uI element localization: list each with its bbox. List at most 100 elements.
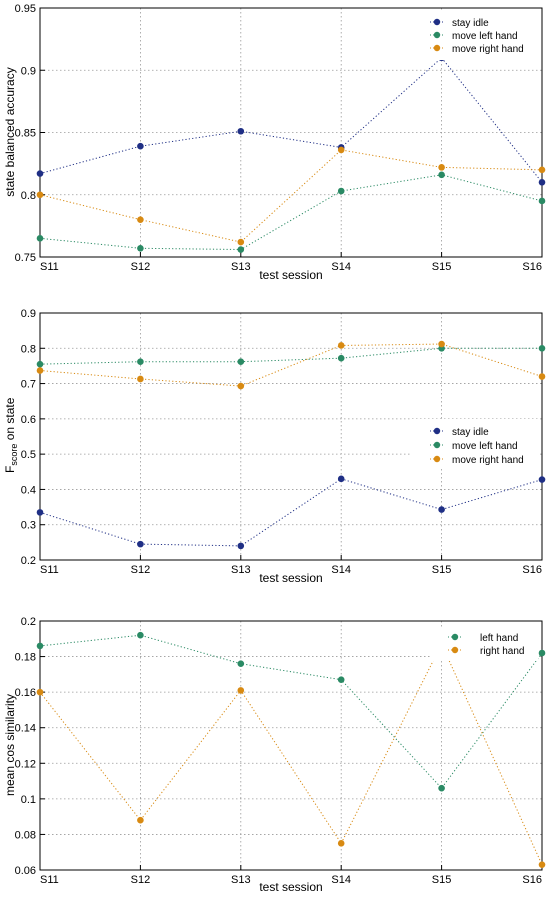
chart-2-point-move-right-hand-s15 xyxy=(438,340,445,348)
chart-1-legend-label-stay-idle: stay idle xyxy=(452,18,489,29)
chart-2-x-tick-label-s14: S14 xyxy=(331,564,351,576)
chart-2-y-tick-label: 0.6 xyxy=(21,414,36,426)
chart-3-legend-item-left-hand: left hand xyxy=(448,633,518,644)
chart-panel-1: S11 S12 S13 S14 S15 S16 0.75 0.8 0.85 0.9 0.95 tes… xyxy=(3,3,546,282)
chart-1-series xyxy=(36,54,546,253)
chart-1-point-move-right-hand-s15 xyxy=(438,164,445,171)
chart-3-y-tick-label: 0.12 xyxy=(15,758,36,770)
chart-3-point-left-hand-s14 xyxy=(337,676,345,683)
chart-2-grid xyxy=(40,313,542,560)
chart-2-point-stay-idle-s15 xyxy=(438,506,445,513)
chart-1-point-move-right-hand-s16 xyxy=(538,166,546,174)
chart-3-y-tick-label: 0.06 xyxy=(15,865,36,877)
chart-1-point-stay-idle-s16 xyxy=(538,179,546,186)
chart-1-point-move-left-hand-s16 xyxy=(538,197,546,205)
chart-3-x-tick-label-s13: S13 xyxy=(231,874,251,886)
chart-2-y-axis-label-subscript: score xyxy=(9,444,19,466)
chart-1-legend-item-stay-idle: stay idle xyxy=(430,18,489,29)
chart-1-point-move-right-hand-s12 xyxy=(137,216,144,223)
chart-2-y-tick-label: 0.2 xyxy=(21,555,36,567)
chart-2-y-tick-label: 0.9 xyxy=(21,308,36,320)
chart-2-point-move-left-hand-s12 xyxy=(137,358,144,365)
chart-1-point-move-right-hand-s11 xyxy=(36,191,44,199)
chart-3-x-tick-label-s11: S11 xyxy=(40,874,59,886)
chart-1-x-tick-label-s12: S12 xyxy=(131,261,151,273)
chart-2-x-axis-label: test session xyxy=(259,571,322,585)
chart-3-y-axis-label: mean cos similarity xyxy=(3,694,17,796)
chart-3-point-left-hand-s16 xyxy=(538,649,546,657)
chart-1-series-line-move-left-hand xyxy=(39,174,543,251)
chart-3-y-tick-label: 0.18 xyxy=(15,652,36,664)
chart-3-x-tick-label-s16: S16 xyxy=(522,874,542,886)
chart-3-y-tick-label: 0.14 xyxy=(15,723,36,735)
chart-2-point-move-left-hand-s11 xyxy=(36,360,44,368)
chart-3-x-tick-label-s14: S14 xyxy=(331,874,351,886)
chart-2-point-stay-idle-s12 xyxy=(137,540,144,548)
chart-3-axes-box xyxy=(39,620,543,871)
chart-2-x-tick-label-s15: S15 xyxy=(432,564,452,576)
chart-1-series-line-stay-idle xyxy=(39,57,543,183)
chart-2-y-tick-label: 0.4 xyxy=(21,484,36,496)
chart-3-y-tick-label: 0.08 xyxy=(15,829,36,841)
chart-2-point-move-left-hand-s13 xyxy=(237,358,245,365)
chart-3-y-tick-label: 0.16 xyxy=(15,687,36,699)
chart-3-point-right-hand-s16 xyxy=(538,861,546,868)
chart-2-x-tick-label-s11: S11 xyxy=(40,564,59,576)
chart-panel-3: S11 S12 S13 S14 S15 S16 0.06 0.08 0.1 0.12 0.14 0.1… xyxy=(3,616,546,894)
chart-2-y-tick-label: 0.5 xyxy=(21,449,36,461)
chart-3-point-left-hand-s13 xyxy=(237,660,245,667)
chart-2-legend-label-move-left-hand: move left hand xyxy=(452,441,518,452)
chart-2-legend-label-stay-idle: stay idle xyxy=(452,427,489,438)
chart-2-point-move-right-hand-s12 xyxy=(137,375,144,383)
chart-1-y-tick-label: 0.75 xyxy=(15,252,36,264)
chart-3-point-right-hand-s12 xyxy=(137,816,144,824)
chart-1-y-tick-label: 0.95 xyxy=(15,3,36,15)
chart-1-x-tick-label-s16: S16 xyxy=(522,261,542,273)
chart-2-series-line-stay-idle xyxy=(39,478,543,547)
chart-3-series-line-right-hand xyxy=(39,642,543,865)
chart-2-y-tick-label: 0.8 xyxy=(21,343,36,355)
chart-1-legend-item-move-right-hand: move right hand xyxy=(430,44,524,55)
chart-2-x-tick-label-s13: S13 xyxy=(231,564,251,576)
chart-1-x-tick-label-s11: S11 xyxy=(40,261,59,273)
chart-2-point-move-right-hand-s14 xyxy=(337,342,345,349)
chart-2-y-tick-label: 0.3 xyxy=(21,520,36,532)
chart-1-legend-item-move-left-hand: move left hand xyxy=(430,31,518,42)
chart-1-legend-label-move-left-hand: move left hand xyxy=(452,31,518,42)
chart-1-y-axis-label: state balanced accuracy xyxy=(3,67,17,196)
chart-1-legend: stay idle move left hand move right hand xyxy=(410,12,538,60)
chart-1-point-move-right-hand-s14 xyxy=(337,146,345,154)
chart-1-point-stay-idle-s13 xyxy=(237,127,245,135)
chart-1-point-move-left-hand-s12 xyxy=(137,244,144,252)
chart-2-point-stay-idle-s11 xyxy=(36,509,44,516)
chart-1-point-move-right-hand-s13 xyxy=(237,238,245,246)
chart-1-point-move-left-hand-s14 xyxy=(337,187,345,195)
chart-1-x-tick-label-s13: S13 xyxy=(231,261,251,273)
chart-1-point-move-left-hand-s13 xyxy=(237,246,245,253)
chart-2-axes-box xyxy=(39,312,543,561)
chart-2-point-move-left-hand-s14 xyxy=(337,354,345,362)
chart-3-point-left-hand-s11 xyxy=(36,642,44,650)
chart-3-point-right-hand-s11 xyxy=(36,688,44,696)
chart-1-x-tick-label-s14: S14 xyxy=(331,261,351,273)
chart-2-point-move-right-hand-s13 xyxy=(237,382,245,390)
chart-1-point-stay-idle-s12 xyxy=(137,142,144,150)
chart-1-point-move-left-hand-s11 xyxy=(36,235,44,242)
chart-1-ticks: S11 S12 S13 S14 S15 S16 0.75 0.8 0.85 0.9 0.95 xyxy=(15,3,543,273)
chart-3-point-right-hand-s13 xyxy=(237,687,245,694)
chart-1-y-tick-label: 0.9 xyxy=(21,65,36,77)
chart-2-legend-label-move-right-hand: move right hand xyxy=(452,455,524,466)
chart-1-point-stay-idle-s11 xyxy=(36,170,44,177)
chart-3-x-tick-label-s15: S15 xyxy=(432,874,452,886)
chart-1-legend-label-move-right-hand: move right hand xyxy=(452,44,524,55)
chart-2-series xyxy=(36,340,546,550)
chart-2-legend: stay idle move left hand move right hand xyxy=(410,419,538,467)
chart-1-point-move-left-hand-s15 xyxy=(438,171,445,179)
chart-2-point-move-left-hand-s16 xyxy=(538,344,546,352)
chart-3-series xyxy=(36,631,546,868)
chart-1-x-axis-label: test session xyxy=(259,268,322,282)
chart-2-y-axis-label: Fscore on state xyxy=(3,397,19,473)
chart-3-point-right-hand-s14 xyxy=(337,840,345,847)
chart-2-series-line-move-right-hand xyxy=(39,343,543,387)
